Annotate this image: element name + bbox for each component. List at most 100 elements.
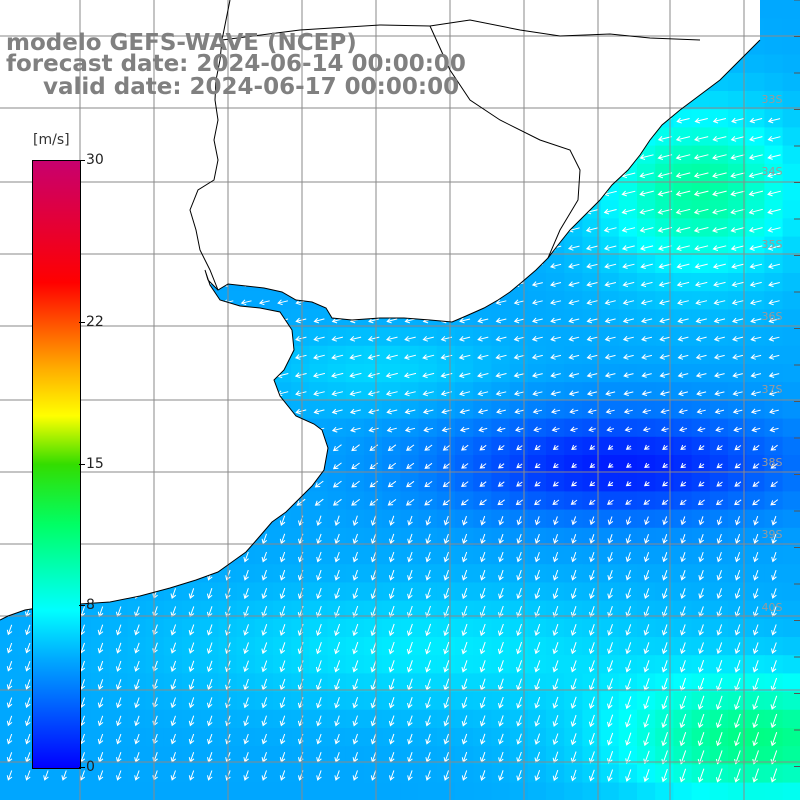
wind-arrow: [370, 515, 377, 526]
wind-speed-cell: [728, 418, 747, 438]
wind-arrow: [697, 426, 706, 433]
wind-speed-cell: [691, 509, 711, 529]
wind-arrow: [716, 481, 723, 487]
wind-speed-cell: [564, 764, 583, 784]
wind-speed-cell: [637, 254, 656, 274]
wind-arrow: [498, 605, 504, 618]
lat-label: 37S: [762, 383, 783, 396]
wind-speed-cell: [764, 455, 784, 474]
wind-arrow: [658, 281, 671, 288]
wind-speed-cell: [582, 382, 602, 401]
wind-arrow: [534, 715, 541, 727]
wind-speed-cell: [327, 673, 347, 693]
wind-speed-cell: [764, 364, 784, 383]
wind-arrow: [748, 190, 764, 197]
wind-speed-cell: [473, 364, 492, 383]
wind-speed-cell: [600, 345, 620, 365]
wind-speed-cell: [673, 309, 693, 329]
wind-speed-cell: [345, 400, 365, 420]
wind-arrow: [660, 408, 670, 415]
wind-speed-cell: [746, 491, 765, 511]
wind-speed-cell: [436, 655, 456, 674]
wind-speed-cell: [655, 163, 674, 183]
wind-arrow: [639, 208, 654, 215]
wind-speed-cell: [527, 291, 547, 310]
wind-arrow: [460, 499, 469, 506]
wind-speed-cell: [309, 509, 329, 529]
wind-speed-cell: [673, 327, 693, 347]
wind-arrow: [495, 317, 507, 324]
wind-speed-cell: [564, 618, 583, 638]
wind-speed-cell: [637, 400, 656, 420]
wind-arrow: [716, 551, 723, 563]
wind-speed-cell: [273, 527, 292, 547]
wind-speed-cell: [709, 455, 729, 474]
wind-arrow: [571, 551, 577, 563]
wind-arrow: [442, 481, 451, 488]
wind-arrow: [206, 588, 213, 600]
wind-speed-cell: [673, 564, 693, 583]
wind-speed-cell: [564, 582, 583, 602]
wind-speed-cell: [109, 709, 128, 729]
wind-arrow: [496, 408, 506, 415]
wind-speed-cell: [582, 345, 602, 365]
wind-speed-cell: [691, 254, 711, 274]
wind-arrow: [643, 499, 651, 505]
wind-speed-cell: [673, 473, 693, 492]
wind-speed-cell: [582, 546, 602, 565]
wind-speed-cell: [655, 637, 674, 656]
wind-arrow: [531, 317, 543, 324]
wind-speed-cell: [200, 709, 219, 729]
wind-arrow: [498, 516, 504, 526]
wind-speed-cell: [0, 782, 19, 800]
wind-speed-cell: [309, 491, 329, 511]
wind-arrow: [662, 462, 668, 468]
wind-speed-cell: [564, 746, 583, 765]
wind-speed-cell: [91, 746, 110, 765]
wind-speed-cell: [345, 491, 365, 511]
wind-speed-cell: [691, 291, 711, 310]
wind-arrow: [643, 660, 650, 673]
wind-speed-cell: [564, 728, 583, 747]
wind-arrow: [698, 481, 705, 487]
wind-arrow: [607, 534, 614, 544]
wind-speed-cell: [291, 527, 310, 547]
wind-speed-cell: [600, 618, 620, 638]
wind-arrow: [516, 445, 523, 451]
wind-speed-cell: [327, 364, 347, 383]
wind-speed-cell: [764, 254, 784, 274]
wind-speed-cell: [691, 127, 711, 147]
wind-speed-cell: [436, 673, 456, 693]
wind-arrow: [552, 462, 559, 469]
wind-speed-cell: [273, 746, 292, 765]
wind-speed-cell: [764, 709, 784, 729]
wind-speed-cell: [746, 182, 765, 201]
wind-arrow: [693, 154, 709, 161]
wind-speed-cell: [200, 728, 219, 747]
wind-arrow: [585, 226, 599, 233]
wind-speed-cell: [455, 327, 474, 347]
wind-speed-cell: [254, 564, 274, 583]
wind-speed-cell: [309, 364, 329, 383]
wind-arrow: [552, 534, 559, 544]
wind-arrow: [261, 551, 268, 563]
wind-speed-cell: [345, 436, 365, 456]
wind-speed-cell: [527, 600, 547, 620]
wind-arrow: [479, 605, 486, 618]
wind-arrow: [334, 715, 340, 727]
wind-arrow: [748, 154, 763, 160]
wind-arrow: [589, 444, 595, 450]
wind-speed-cell: [327, 436, 347, 456]
wind-arrow: [425, 515, 432, 526]
wind-arrow: [370, 733, 377, 745]
wind-speed-cell: [600, 382, 620, 401]
wind-arrow: [261, 533, 268, 545]
wind-speed-cell: [655, 764, 674, 784]
wind-arrow: [715, 713, 723, 729]
wind-arrow: [334, 533, 340, 545]
wind-arrow: [370, 660, 377, 673]
wind-speed-cell: [0, 728, 19, 747]
wind-speed-cell: [182, 655, 201, 674]
wind-speed-cell: [291, 309, 310, 329]
wind-speed-cell: [637, 546, 656, 565]
